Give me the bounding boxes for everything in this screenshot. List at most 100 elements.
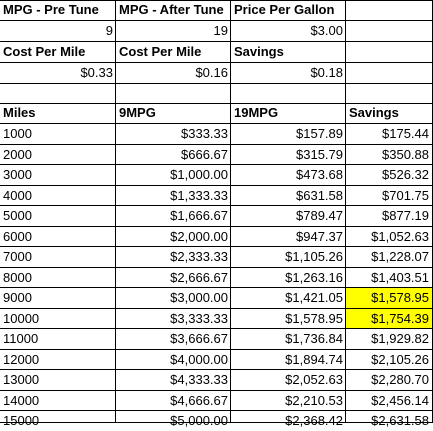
header-cost-per-mile-pre[interactable]: Cost Per Mile	[3, 44, 86, 59]
grid-line	[230, 0, 231, 423]
cell-miles[interactable]: 10000	[3, 310, 40, 326]
value-cost-per-mile-pre[interactable]: $0.33	[80, 65, 113, 80]
cell-9mpg[interactable]: $3,666.67	[170, 331, 228, 346]
cell-savings[interactable]: $1,403.51	[371, 269, 429, 285]
header-cost-per-mile-after[interactable]: Cost Per Mile	[119, 44, 202, 59]
header-mpg-pre-tune[interactable]: MPG - Pre Tune	[3, 2, 99, 17]
grid-line	[0, 349, 433, 350]
cell-19mpg[interactable]: $1,578.95	[285, 310, 343, 326]
column-header-19mpg[interactable]: 19MPG	[234, 105, 279, 120]
value-savings-top[interactable]: $0.18	[310, 65, 343, 80]
value-price-per-gallon[interactable]: $3.00	[310, 23, 343, 38]
grid-line	[0, 144, 433, 145]
cell-19mpg[interactable]: $1,105.26	[285, 249, 343, 264]
cell-savings[interactable]: $701.75	[382, 187, 429, 203]
cell-19mpg[interactable]: $2,052.63	[285, 372, 343, 387]
grid-line	[0, 0, 433, 1]
grid-line	[0, 328, 433, 329]
header-price-per-gallon[interactable]: Price Per Gallon	[234, 2, 335, 17]
grid-line	[0, 246, 433, 247]
cell-9mpg[interactable]: $666.67	[181, 146, 228, 162]
cell-9mpg[interactable]: $1,333.33	[170, 187, 228, 203]
grid-line	[115, 0, 116, 423]
cell-19mpg[interactable]: $631.58	[296, 187, 343, 203]
cell-miles[interactable]: 14000	[3, 392, 40, 408]
grid-line	[345, 0, 346, 423]
grid-line	[0, 205, 433, 206]
cell-9mpg[interactable]: $333.33	[181, 126, 228, 141]
cell-savings[interactable]: $2,280.70	[371, 372, 429, 387]
cell-miles[interactable]: 1000	[3, 126, 32, 141]
column-header-miles[interactable]: Miles	[3, 105, 36, 120]
cell-19mpg[interactable]: $789.47	[296, 208, 343, 223]
grid-line	[0, 308, 433, 309]
cell-19mpg[interactable]: $1,421.05	[285, 290, 343, 305]
grid-line	[0, 410, 433, 411]
cell-9mpg[interactable]: $2,333.33	[170, 249, 228, 264]
cell-savings[interactable]: $877.19	[382, 208, 429, 223]
cell-19mpg[interactable]: $157.89	[296, 126, 343, 141]
cell-miles[interactable]: 15000	[3, 413, 40, 428]
grid-line	[0, 62, 433, 63]
cell-savings[interactable]: $1,052.63	[371, 228, 429, 244]
cell-miles[interactable]: 9000	[3, 290, 32, 305]
cell-savings[interactable]: $1,929.82	[371, 331, 429, 346]
grid-line	[0, 164, 433, 165]
cell-9mpg[interactable]: $2,000.00	[170, 228, 228, 244]
cell-savings[interactable]: $2,105.26	[371, 351, 429, 367]
cell-9mpg[interactable]: $2,666.67	[170, 269, 228, 285]
cell-savings[interactable]: $175.44	[382, 126, 429, 141]
cell-savings[interactable]: $1,754.39	[346, 308, 432, 329]
grid-line	[0, 123, 433, 124]
cell-miles[interactable]: 12000	[3, 351, 40, 367]
cell-9mpg[interactable]: $4,000.00	[170, 351, 228, 367]
column-header-savings[interactable]: Savings	[349, 105, 399, 120]
grid-line	[0, 103, 433, 104]
column-header-9mpg[interactable]: 9MPG	[119, 105, 156, 120]
cell-19mpg[interactable]: $2,210.53	[285, 392, 343, 408]
cell-19mpg[interactable]: $1,736.84	[285, 331, 343, 346]
cell-19mpg[interactable]: $947.37	[296, 228, 343, 244]
grid-line	[0, 369, 433, 370]
grid-line	[0, 390, 433, 391]
cell-savings[interactable]: $2,631.58	[371, 413, 429, 428]
cell-miles[interactable]: 13000	[3, 372, 40, 387]
cell-savings[interactable]: $2,456.14	[371, 392, 429, 408]
grid-line	[0, 83, 433, 84]
cell-9mpg[interactable]: $3,333.33	[170, 310, 228, 326]
cell-9mpg[interactable]: $4,333.33	[170, 372, 228, 387]
cell-miles[interactable]: 7000	[3, 249, 32, 264]
grid-line	[0, 185, 433, 186]
cell-miles[interactable]: 8000	[3, 269, 32, 285]
cell-miles[interactable]: 3000	[3, 167, 32, 182]
cell-19mpg[interactable]: $473.68	[296, 167, 343, 182]
grid-line	[0, 20, 433, 21]
cell-19mpg[interactable]: $1,894.74	[285, 351, 343, 367]
value-mpg-after-tune[interactable]: 19	[213, 23, 228, 38]
cell-19mpg[interactable]: $315.79	[296, 146, 343, 162]
cell-9mpg[interactable]: $3,000.00	[170, 290, 228, 305]
cell-19mpg[interactable]: $2,368.42	[285, 413, 343, 428]
grid-line	[0, 41, 433, 42]
cell-savings[interactable]: $1,228.07	[371, 249, 429, 264]
cell-miles[interactable]: 2000	[3, 146, 32, 162]
header-mpg-after-tune[interactable]: MPG - After Tune	[119, 2, 224, 17]
cell-9mpg[interactable]: $1,000.00	[170, 167, 228, 182]
cell-savings[interactable]: $1,578.95	[346, 288, 432, 308]
cell-miles[interactable]: 5000	[3, 208, 32, 223]
cell-miles[interactable]: 6000	[3, 228, 32, 244]
cell-19mpg[interactable]: $1,263.16	[285, 269, 343, 285]
cell-miles[interactable]: 4000	[3, 187, 32, 203]
grid-line	[0, 287, 433, 288]
cell-savings[interactable]: $350.88	[382, 146, 429, 162]
value-mpg-pre-tune[interactable]: 9	[105, 23, 113, 38]
cell-9mpg[interactable]: $4,666.67	[170, 392, 228, 408]
cell-9mpg[interactable]: $1,666.67	[170, 208, 228, 223]
cell-miles[interactable]: 11000	[3, 331, 39, 346]
grid-line	[0, 267, 433, 268]
cell-9mpg[interactable]: $5,000.00	[170, 413, 228, 428]
cell-savings[interactable]: $526.32	[382, 167, 429, 182]
header-savings-top[interactable]: Savings	[234, 44, 284, 59]
value-cost-per-mile-after[interactable]: $0.16	[195, 65, 228, 80]
